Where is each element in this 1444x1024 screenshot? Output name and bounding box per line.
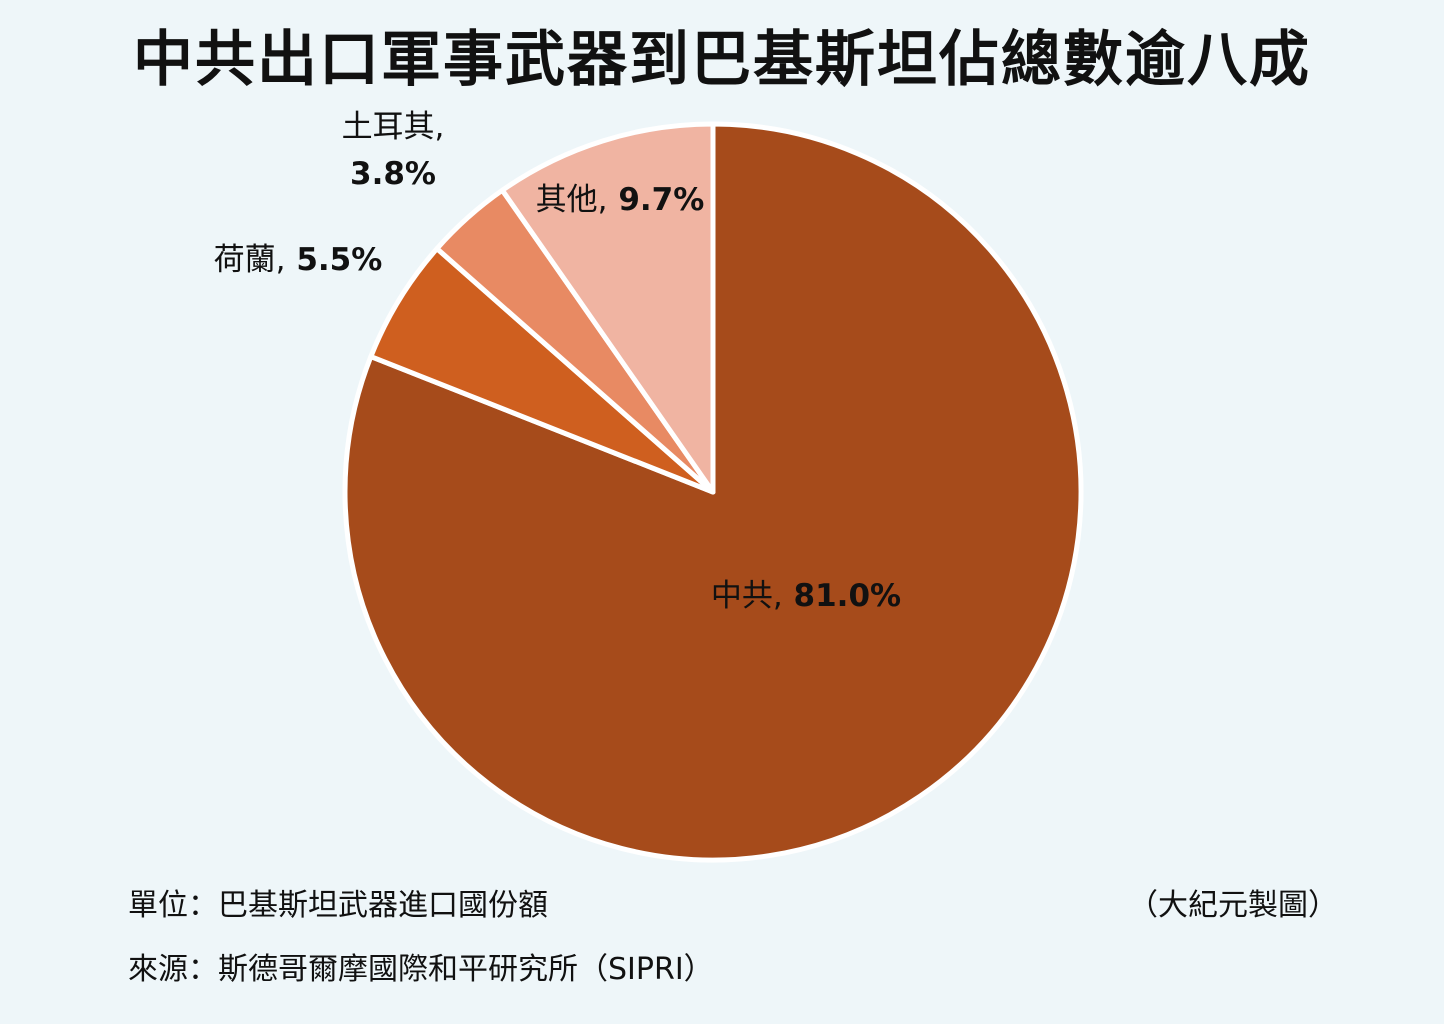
slice-name-1: 荷蘭,	[214, 242, 286, 278]
slice-value-1: 5.5%	[286, 242, 383, 278]
pie-labels: 中共, 81.0% 荷蘭, 5.5% 土耳其, 3.8% 其他, 9.7%	[214, 109, 901, 614]
slice-name-3: 其他,	[536, 182, 608, 218]
credit-note: （大紀元製圖）	[1128, 888, 1338, 923]
slice-name-2: 土耳其,	[342, 109, 445, 145]
slice-value-0: 81.0%	[783, 578, 901, 614]
slice-value-2: 3.8%	[350, 156, 436, 192]
chart-title: 中共出口軍事武器到巴基斯坦佔總數逾八成	[133, 25, 1311, 95]
slice-label-3: 其他, 9.7%	[536, 182, 705, 218]
pie-slice-3	[499, 121, 716, 495]
slice-label-2: 土耳其, 3.8%	[342, 109, 445, 192]
slice-label-1: 荷蘭, 5.5%	[214, 242, 383, 278]
slice-name-0: 中共,	[711, 578, 783, 614]
pie-slices	[342, 121, 1084, 863]
unit-note: 單位：巴基斯坦武器進口國份額	[128, 888, 548, 923]
slice-label-0: 中共, 81.0%	[711, 578, 901, 614]
slice-value-3: 9.7%	[608, 182, 705, 218]
source-note: 來源：斯德哥爾摩國際和平研究所（SIPRI）	[128, 952, 714, 987]
